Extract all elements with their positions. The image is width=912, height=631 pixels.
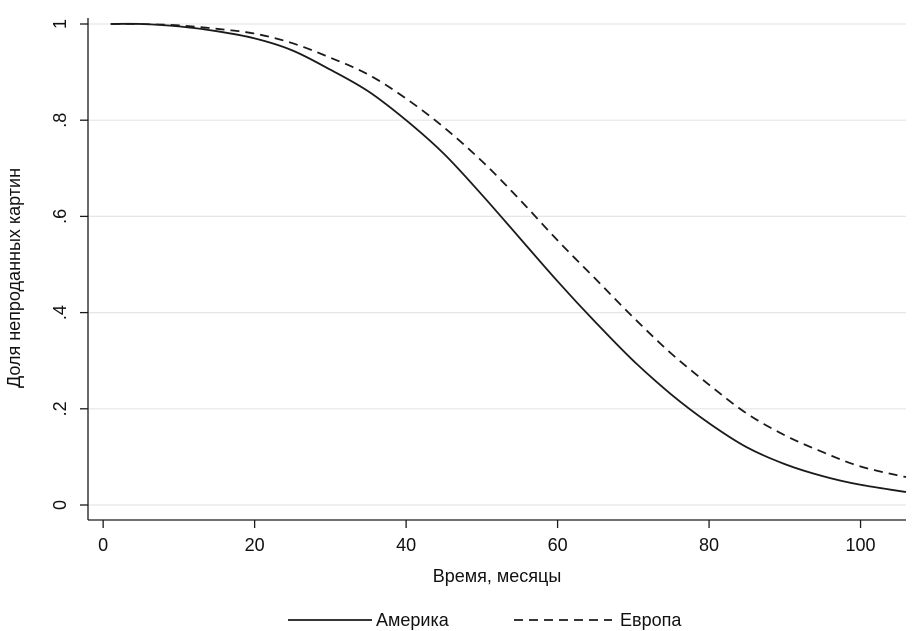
y-tick-label-5: 1 bbox=[50, 19, 70, 29]
y-tick-label-4: .8 bbox=[50, 113, 70, 128]
legend: Америка Европа bbox=[288, 610, 682, 630]
axes bbox=[87, 18, 906, 521]
y-tick-label-1: .2 bbox=[50, 401, 70, 416]
y-ticks: 0 .2 .4 .6 .8 1 bbox=[50, 19, 88, 510]
series-line-america bbox=[110, 22, 907, 493]
x-tick-label-3: 60 bbox=[548, 535, 568, 555]
x-tick-label-4: 80 bbox=[699, 535, 719, 555]
series bbox=[110, 22, 907, 493]
x-tick-label-0: 0 bbox=[98, 535, 108, 555]
x-tick-label-1: 20 bbox=[245, 535, 265, 555]
legend-label-europe: Европа bbox=[620, 610, 682, 630]
legend-label-america: Америка bbox=[376, 610, 450, 630]
x-ticks: 0 20 40 60 80 100 bbox=[98, 520, 876, 555]
y-tick-label-3: .6 bbox=[50, 209, 70, 224]
x-axis-title: Время, месяцы bbox=[433, 566, 562, 586]
y-tick-label-2: .4 bbox=[50, 305, 70, 320]
series-line-europe bbox=[110, 23, 907, 478]
x-tick-label-5: 100 bbox=[846, 535, 876, 555]
y-axis-title: Доля непроданных картин bbox=[4, 168, 24, 388]
gridlines bbox=[88, 23, 906, 506]
y-tick-label-0: 0 bbox=[50, 500, 70, 510]
x-tick-label-2: 40 bbox=[396, 535, 416, 555]
